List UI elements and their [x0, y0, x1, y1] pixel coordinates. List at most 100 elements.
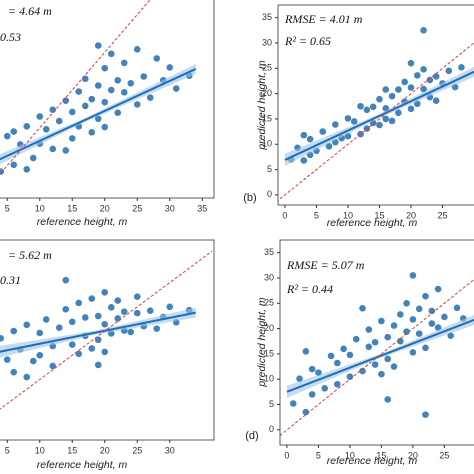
point: [62, 305, 70, 313]
point: [75, 350, 83, 358]
point: [447, 332, 454, 339]
point: [395, 86, 402, 93]
y-tick-label: 0: [269, 424, 274, 434]
point: [422, 292, 429, 300]
point: [166, 64, 174, 71]
point: [371, 338, 379, 346]
identity-line: [0, 250, 212, 410]
point: [432, 97, 440, 104]
point: [3, 132, 11, 140]
point: [334, 380, 341, 388]
r-squared: 0.31: [0, 273, 21, 287]
point: [23, 123, 31, 130]
x-tick-label: 15: [376, 450, 386, 460]
fit-line: [0, 68, 197, 161]
point: [101, 123, 109, 131]
x-tick-label: 10: [35, 203, 45, 213]
point: [350, 118, 358, 125]
point: [445, 67, 453, 75]
y-tick-label: 35: [264, 247, 274, 257]
frame: [279, 239, 474, 446]
point: [101, 289, 109, 296]
point: [146, 307, 154, 315]
point: [325, 142, 333, 150]
point: [153, 325, 161, 332]
point: [88, 129, 96, 136]
x-tick-label: 25: [132, 203, 142, 213]
point: [133, 293, 141, 300]
point: [114, 76, 122, 84]
point: [23, 373, 31, 381]
y-tick-label: 10: [262, 139, 272, 149]
point: [300, 157, 308, 164]
point: [133, 46, 141, 53]
point: [371, 361, 379, 368]
point: [365, 326, 373, 333]
point: [133, 101, 141, 108]
point: [308, 391, 316, 398]
point: [352, 335, 360, 343]
point: [42, 126, 50, 133]
y-tick-label: 20: [264, 323, 274, 333]
point: [359, 367, 366, 375]
x-tick-label: 5: [314, 210, 319, 220]
panel: 5 10 15 20 25 30 = 5.62 m 0.31 reference height,…: [0, 239, 215, 471]
point: [327, 352, 335, 360]
point: [434, 324, 442, 331]
r-squared: R² = 0.65: [284, 34, 331, 48]
x-tick-label: 5: [316, 450, 321, 460]
rmse: = 5.62 m: [8, 248, 52, 262]
point: [458, 63, 465, 71]
frame: [0, 239, 215, 441]
identity-line: [0, 0, 151, 175]
point: [332, 121, 339, 128]
y-tick-label: 20: [262, 88, 272, 98]
point: [344, 115, 352, 122]
x-tick-label: 30: [165, 445, 175, 455]
point: [107, 304, 115, 311]
point: [29, 154, 37, 162]
point: [376, 121, 383, 129]
x-tick-label: 10: [35, 445, 45, 455]
x-tick-label: 20: [100, 203, 110, 213]
point: [75, 88, 83, 95]
point: [29, 357, 37, 365]
fit-line: [284, 70, 474, 161]
point: [81, 102, 89, 110]
point: [319, 128, 327, 135]
point: [384, 355, 392, 363]
point: [428, 320, 436, 327]
point: [382, 86, 390, 93]
point: [363, 106, 371, 114]
point: [62, 147, 70, 154]
y-tick-label: 0: [267, 189, 272, 199]
point: [127, 328, 135, 336]
r-squared: 0.53: [0, 30, 21, 44]
point: [120, 59, 128, 67]
y-tick-label: 5: [269, 399, 274, 409]
point: [88, 345, 96, 352]
point: [409, 316, 417, 323]
x-tick-label: 25: [437, 210, 447, 220]
point: [68, 318, 76, 326]
point: [172, 85, 180, 92]
point: [390, 322, 398, 329]
point: [81, 75, 89, 83]
point: [315, 369, 322, 376]
y-tick-label: 10: [264, 374, 274, 384]
point: [140, 73, 148, 80]
point: [94, 312, 102, 320]
point: [88, 295, 96, 302]
point: [403, 328, 410, 335]
plot-area: [278, 27, 474, 202]
point: [420, 66, 427, 73]
panel-label: (d): [245, 430, 258, 442]
point: [10, 161, 18, 169]
point: [68, 341, 76, 348]
point: [409, 272, 417, 279]
point: [114, 109, 122, 117]
rmse: RMSE = 4.01 m: [284, 12, 363, 26]
point: [10, 327, 18, 335]
point: [369, 103, 377, 111]
point: [407, 105, 415, 113]
